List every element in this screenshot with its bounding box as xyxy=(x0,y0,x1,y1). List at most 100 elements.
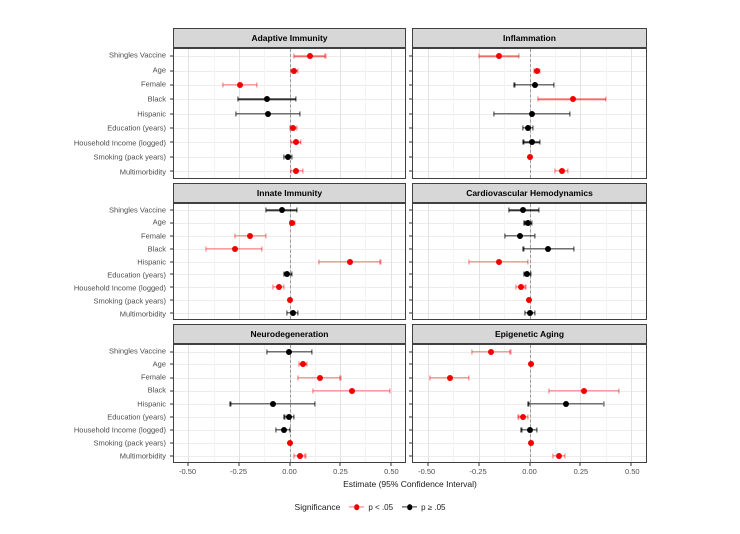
y-axis-tick xyxy=(170,235,173,237)
x-axis-tick-label: 0.00 xyxy=(522,467,537,476)
ci-cap xyxy=(527,401,530,406)
ci-cap xyxy=(312,388,314,393)
gridline-minor xyxy=(213,49,215,178)
point-estimate xyxy=(519,413,526,420)
ci-cap xyxy=(617,388,620,393)
ci-cap xyxy=(567,168,569,174)
y-axis-label: Female xyxy=(140,372,166,382)
gridline-major xyxy=(390,345,392,462)
gridline-major xyxy=(390,49,392,178)
ci-cap xyxy=(554,168,556,174)
point-estimate xyxy=(275,284,282,291)
x-axis-title: Estimate (95% Confidence Interval) xyxy=(343,479,477,489)
panel-epigenetic-aging xyxy=(409,344,647,466)
y-axis-tick xyxy=(170,55,173,57)
gridline-major xyxy=(580,204,582,319)
y-axis-tick xyxy=(409,390,412,391)
gridline-minor xyxy=(365,345,367,462)
ci-cap xyxy=(255,82,258,88)
y-axis-label: Multimorbidity xyxy=(119,167,166,177)
point-estimate xyxy=(528,439,535,446)
y-axis-tick xyxy=(170,248,173,250)
ci-cap xyxy=(508,207,510,213)
ci-cap xyxy=(272,284,274,290)
point-estimate xyxy=(526,426,533,433)
facet-strip-adaptive-immunity: Adaptive Immunity xyxy=(173,28,406,48)
point-estimate xyxy=(263,96,270,103)
ci-cap xyxy=(536,427,538,432)
legend: Significance p < .05 p ≥ .05 xyxy=(0,502,740,512)
y-axis-tick xyxy=(170,312,173,314)
ci-cap xyxy=(524,310,526,316)
ci-cap xyxy=(292,53,295,59)
facet-strip-epigenetic-aging: Epigenetic Aging xyxy=(412,324,647,344)
point-estimate xyxy=(247,232,254,239)
ci-cap xyxy=(283,414,286,419)
point-estimate xyxy=(527,153,534,160)
legend-item-label: p ≥ .05 xyxy=(421,502,446,512)
ci-cap xyxy=(517,414,520,419)
point-estimate xyxy=(299,361,306,368)
gridline-major xyxy=(188,345,190,462)
legend-item-label: p < .05 xyxy=(368,502,394,512)
point-estimate xyxy=(317,374,324,381)
ci-cap xyxy=(478,53,480,59)
y-axis-labels-row3: Shingles Vaccine Age Female Black Hispanic Ed… xyxy=(40,344,170,463)
point-estimate xyxy=(558,167,565,174)
point-estimate xyxy=(289,124,296,131)
y-axis-tick xyxy=(170,299,173,301)
y-axis-label: Black xyxy=(147,94,166,104)
ci-cap xyxy=(548,388,550,393)
y-axis-tick xyxy=(170,170,173,172)
ci-cap xyxy=(504,233,506,239)
ci-cap xyxy=(522,246,524,252)
y-axis-label: Smoking (pack years) xyxy=(93,296,166,305)
gridline-minor xyxy=(453,49,455,178)
ci-cap xyxy=(515,284,517,290)
point-estimate xyxy=(569,96,576,103)
y-axis-tick xyxy=(170,377,173,378)
point-estimate xyxy=(527,309,534,316)
zero-reference-line xyxy=(289,204,291,319)
y-axis-tick xyxy=(409,70,412,71)
ci-cap xyxy=(302,168,304,174)
ci-cap xyxy=(265,233,267,239)
point-estimate xyxy=(296,452,303,459)
point-estimate xyxy=(580,387,587,394)
ci-cap xyxy=(339,375,342,380)
ci-cap xyxy=(538,207,540,213)
y-axis-tick xyxy=(409,416,412,417)
point-estimate xyxy=(487,348,494,355)
point-estimate xyxy=(524,220,531,227)
y-axis-tick xyxy=(409,127,412,129)
facet-title: Neurodegeneration xyxy=(250,329,329,339)
gridline-minor xyxy=(213,204,215,319)
point-estimate xyxy=(545,245,552,252)
ci-cap xyxy=(234,233,236,239)
gridline-major xyxy=(580,49,582,178)
gridline-minor xyxy=(605,345,607,462)
ci-cap xyxy=(237,96,239,102)
ci-cap xyxy=(553,82,555,88)
x-axis-tick-label: -0.50 xyxy=(418,467,436,476)
point-estimate xyxy=(346,258,353,265)
ci-cap xyxy=(530,271,532,277)
y-axis-tick xyxy=(409,209,412,211)
ci-cap xyxy=(520,427,522,432)
ci-cap xyxy=(573,246,575,252)
ci-cap xyxy=(468,259,470,264)
y-axis-label: Age xyxy=(152,359,166,369)
point-estimate xyxy=(284,153,291,160)
facet-strip-inflammation: Inflammation xyxy=(412,28,647,48)
ci-cap xyxy=(205,246,207,252)
facet-title: Epigenetic Aging xyxy=(494,329,565,339)
y-axis-label: Household Income (logged) xyxy=(73,138,166,148)
point-estimate xyxy=(285,413,292,420)
x-axis-tick xyxy=(478,463,480,466)
gridline-major xyxy=(340,345,342,462)
y-axis-label: Shingles Vaccine xyxy=(109,205,166,214)
y-axis-tick xyxy=(409,261,412,262)
ci-cap xyxy=(602,401,605,406)
ci-cap xyxy=(289,125,291,131)
panel-neurodegeneration xyxy=(170,344,406,466)
